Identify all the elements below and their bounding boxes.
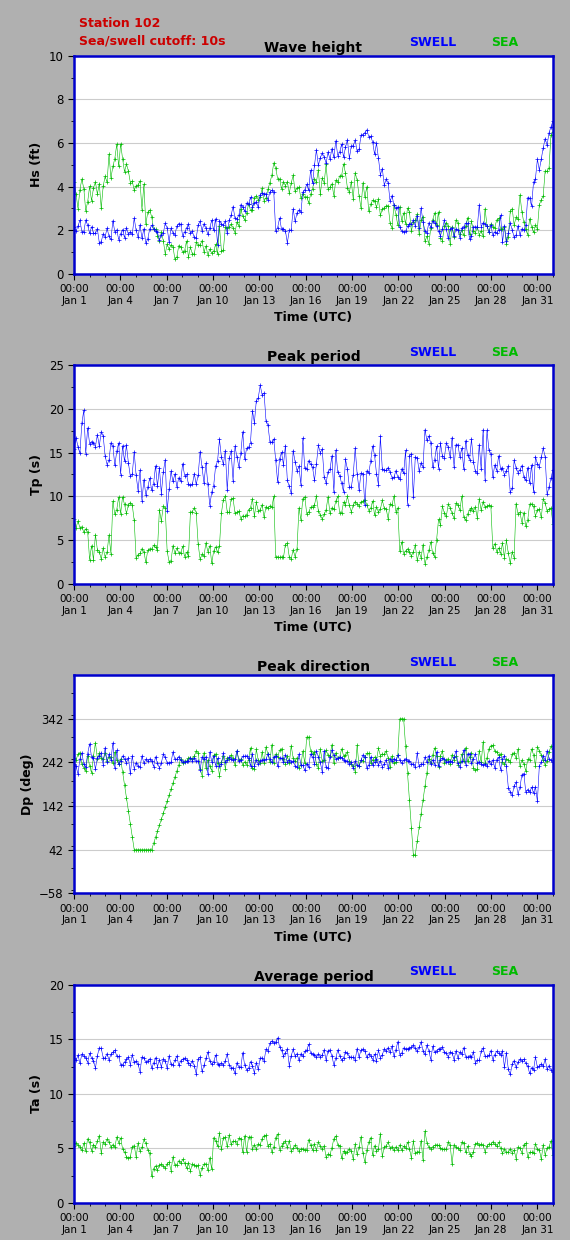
- X-axis label: Time (UTC): Time (UTC): [274, 621, 353, 634]
- Text: SEA: SEA: [491, 656, 518, 668]
- Title: Wave height: Wave height: [264, 41, 363, 55]
- Text: SEA: SEA: [491, 965, 518, 978]
- Text: SWELL: SWELL: [409, 36, 457, 50]
- Text: SEA: SEA: [491, 36, 518, 50]
- Text: Station 102: Station 102: [79, 16, 160, 30]
- Text: SWELL: SWELL: [409, 656, 457, 668]
- Title: Peak period: Peak period: [267, 350, 360, 365]
- X-axis label: Time (UTC): Time (UTC): [274, 311, 353, 325]
- Text: SWELL: SWELL: [409, 965, 457, 978]
- Text: SWELL: SWELL: [409, 346, 457, 358]
- Y-axis label: Tp (s): Tp (s): [30, 454, 43, 495]
- Y-axis label: Ta (s): Ta (s): [30, 1074, 43, 1114]
- X-axis label: Time (UTC): Time (UTC): [274, 931, 353, 944]
- Title: Peak direction: Peak direction: [257, 660, 370, 673]
- Y-axis label: Hs (ft): Hs (ft): [30, 143, 43, 187]
- Y-axis label: Dp (deg): Dp (deg): [21, 754, 34, 815]
- Text: SEA: SEA: [491, 346, 518, 358]
- Text: Sea/swell cutoff: 10s: Sea/swell cutoff: 10s: [79, 33, 225, 47]
- Title: Average period: Average period: [254, 970, 373, 983]
